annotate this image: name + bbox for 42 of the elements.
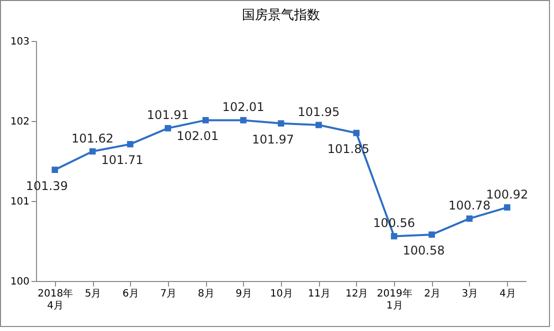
x-tick-label: 10月	[270, 288, 293, 300]
data-label: 101.95	[298, 105, 340, 119]
x-tick-label: 7月	[160, 288, 177, 300]
x-tick-label: 4月	[499, 288, 516, 300]
point	[466, 215, 473, 222]
point	[240, 117, 246, 124]
y-tick-label: 101	[10, 196, 30, 208]
point	[428, 231, 435, 238]
point	[316, 122, 322, 128]
x-tick-label: 3月	[462, 288, 478, 300]
y-tick-label: 102	[10, 116, 30, 128]
y-tick-label: 100	[10, 276, 30, 288]
x-tick-label: 2019年 1月	[376, 288, 412, 312]
data-label: 101.71	[101, 153, 144, 168]
x-tick-label: 12月	[346, 288, 368, 300]
data-label: 101.62	[72, 131, 114, 146]
x-tick-label: 5月	[84, 288, 102, 300]
y-tick-label: 103	[10, 36, 30, 48]
x-tick-label: 2月	[424, 288, 440, 300]
point	[504, 204, 510, 211]
x-tick-label: 11月	[308, 288, 331, 300]
point	[89, 148, 96, 155]
x-tick-label: 6月	[122, 288, 139, 300]
point	[52, 166, 58, 173]
chart-title: 国房景气指数	[242, 7, 320, 23]
data-label: 101.39	[26, 178, 68, 193]
point	[202, 117, 209, 124]
data-label: 101.91	[146, 108, 189, 122]
data-label: 102.01	[176, 129, 219, 144]
x-tick-label: 8月	[198, 288, 214, 300]
data-label: 102.01	[222, 100, 264, 114]
x-tick-label: 9月	[236, 288, 252, 300]
point	[353, 130, 360, 136]
point	[164, 125, 172, 132]
point	[390, 233, 398, 240]
point	[278, 120, 284, 127]
data-label: 100.58	[402, 244, 445, 258]
data-label: 100.78	[448, 198, 490, 213]
x-tick-label: 2018年 4月	[38, 288, 74, 312]
data-label: 100.92	[486, 187, 528, 202]
data-label: 101.97	[252, 132, 294, 146]
point	[127, 141, 134, 148]
